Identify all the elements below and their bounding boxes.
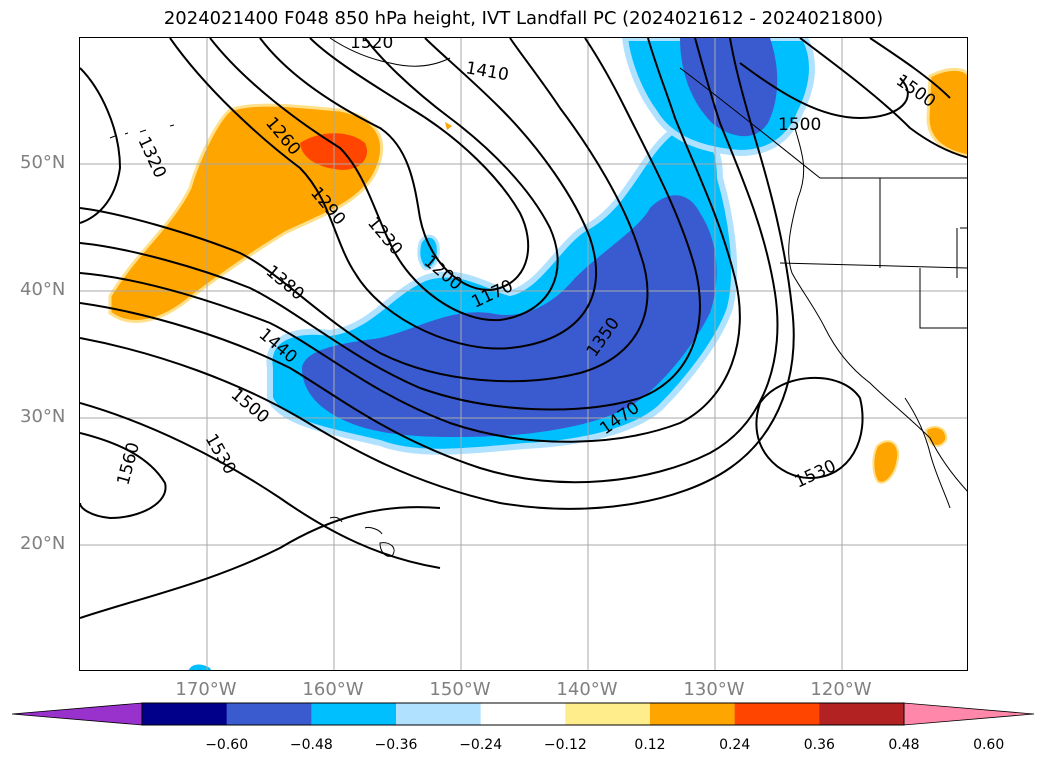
- colorbar-tick-label: −0.24: [459, 737, 503, 753]
- lon-label: 120°W: [810, 679, 872, 700]
- colorbar-segment: [650, 703, 736, 725]
- lon-label: 140°W: [556, 679, 618, 700]
- contour-label: 1530: [792, 456, 840, 492]
- colorbar-segment: [565, 703, 651, 725]
- lon-label: 150°W: [429, 679, 491, 700]
- colorbar-tick-label: 0.24: [719, 737, 751, 753]
- colorbar-extend-high: [903, 702, 1035, 726]
- colorbar-segment: [819, 703, 905, 725]
- colorbar-segment: [734, 703, 820, 725]
- colorbar: [12, 702, 1035, 726]
- colorbar-segment: [311, 703, 397, 725]
- height-contours: [80, 38, 967, 619]
- graticule: [80, 38, 967, 670]
- negative-anomaly-inner: [302, 195, 717, 438]
- colorbar-tick-label: 0.60: [973, 737, 1005, 753]
- map-canvas: 1520 1410 1500 1500 1320 1260 1290 1230 …: [80, 38, 967, 670]
- contour-label: 1320: [133, 134, 169, 182]
- colorbar-extend-low: [12, 702, 143, 726]
- colorbar-tick-label: 0.12: [634, 737, 666, 753]
- colorbar-tick-label: −0.12: [543, 737, 587, 753]
- map-plot-area: 1520 1410 1500 1500 1320 1260 1290 1230 …: [79, 37, 968, 671]
- lon-label: 160°W: [302, 679, 364, 700]
- colorbar-tick-label: −0.36: [374, 737, 418, 753]
- lat-label: 50°N: [20, 152, 66, 173]
- colorbar-segment: [480, 703, 566, 725]
- positive-anomaly-region-mexico: [924, 425, 948, 447]
- contour-label: 1560: [114, 440, 145, 487]
- contour-label: 1520: [350, 38, 393, 53]
- coastlines: [109, 38, 967, 557]
- colorbar-segment: [142, 703, 228, 725]
- contour-label: 1230: [363, 213, 406, 259]
- contour-label: 1500: [778, 115, 821, 135]
- colorbar-segment: [226, 703, 312, 725]
- lat-label: 30°N: [20, 406, 66, 427]
- colorbar-segment: [396, 703, 482, 725]
- lon-label: 170°W: [175, 679, 237, 700]
- colorbar-tick-label: −0.60: [205, 737, 249, 753]
- colorbar-tick-label: 0.48: [888, 737, 920, 753]
- map-title: 2024021400 F048 850 hPa height, IVT Land…: [163, 8, 884, 29]
- lon-label: 130°W: [683, 679, 745, 700]
- positive-anomaly-region-baja: [872, 440, 900, 484]
- positive-anomaly-region-east: [926, 68, 967, 158]
- lat-label: 40°N: [20, 279, 66, 300]
- lat-label: 20°N: [20, 533, 66, 554]
- colorbar-tick-label: −0.48: [289, 737, 333, 753]
- colorbar-tick-label: 0.36: [803, 737, 835, 753]
